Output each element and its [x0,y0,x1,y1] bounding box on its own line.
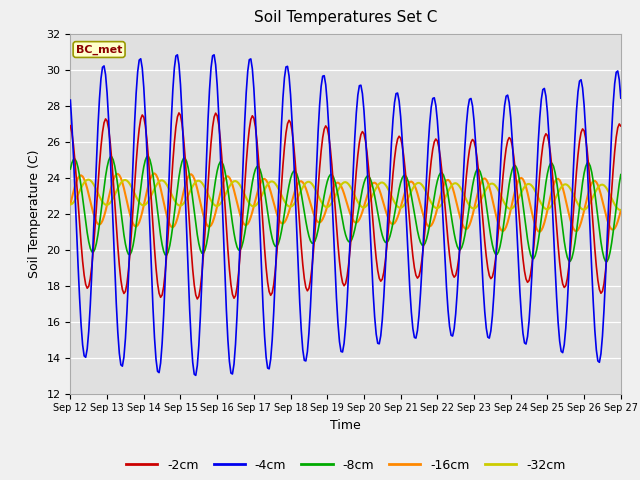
Legend: -2cm, -4cm, -8cm, -16cm, -32cm: -2cm, -4cm, -8cm, -16cm, -32cm [121,454,570,477]
Title: Soil Temperatures Set C: Soil Temperatures Set C [254,11,437,25]
X-axis label: Time: Time [330,419,361,432]
Y-axis label: Soil Temperature (C): Soil Temperature (C) [28,149,41,278]
Text: BC_met: BC_met [76,44,122,55]
